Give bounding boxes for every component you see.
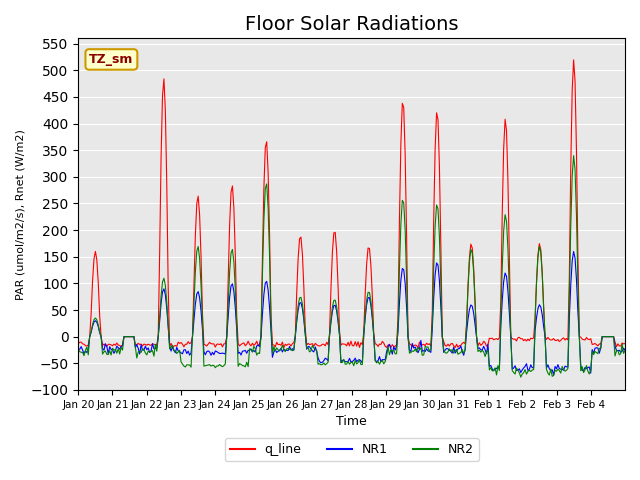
NR1 [464,316,472,322]
NR2 [547,366,555,372]
NR2 [74,347,82,352]
q_line [547,337,555,343]
q_line [74,341,82,347]
Line: q_line: q_line [78,60,625,348]
NR1 [74,346,82,352]
q_line [110,341,118,347]
Text: TZ_sm: TZ_sm [89,53,134,66]
Y-axis label: PAR (umol/m2/s), Rnet (W/m2): PAR (umol/m2/s), Rnet (W/m2) [15,129,25,300]
NR1 [93,319,100,325]
NR1 [356,357,364,362]
Line: NR1: NR1 [78,252,625,375]
q_line [356,345,364,350]
NR1 [620,345,627,351]
NR2 [93,317,100,323]
NR2 [464,286,472,292]
NR1 [621,348,629,353]
Line: NR2: NR2 [78,156,625,377]
NR1 [545,366,553,372]
q_line [414,346,422,351]
NR2 [110,348,118,353]
NR2 [356,357,364,363]
q_line [465,255,473,261]
NR1 [570,249,577,254]
NR2 [570,153,577,158]
q_line [570,57,577,63]
q_line [93,257,100,263]
NR1 [110,350,118,356]
X-axis label: Time: Time [336,415,367,428]
NR2 [620,350,627,356]
q_line [620,341,627,347]
NR1 [550,372,557,378]
q_line [621,341,629,347]
Title: Floor Solar Radiations: Floor Solar Radiations [245,15,458,34]
NR2 [621,348,629,354]
NR2 [517,374,525,380]
Legend: q_line, NR1, NR2: q_line, NR1, NR2 [225,438,479,461]
